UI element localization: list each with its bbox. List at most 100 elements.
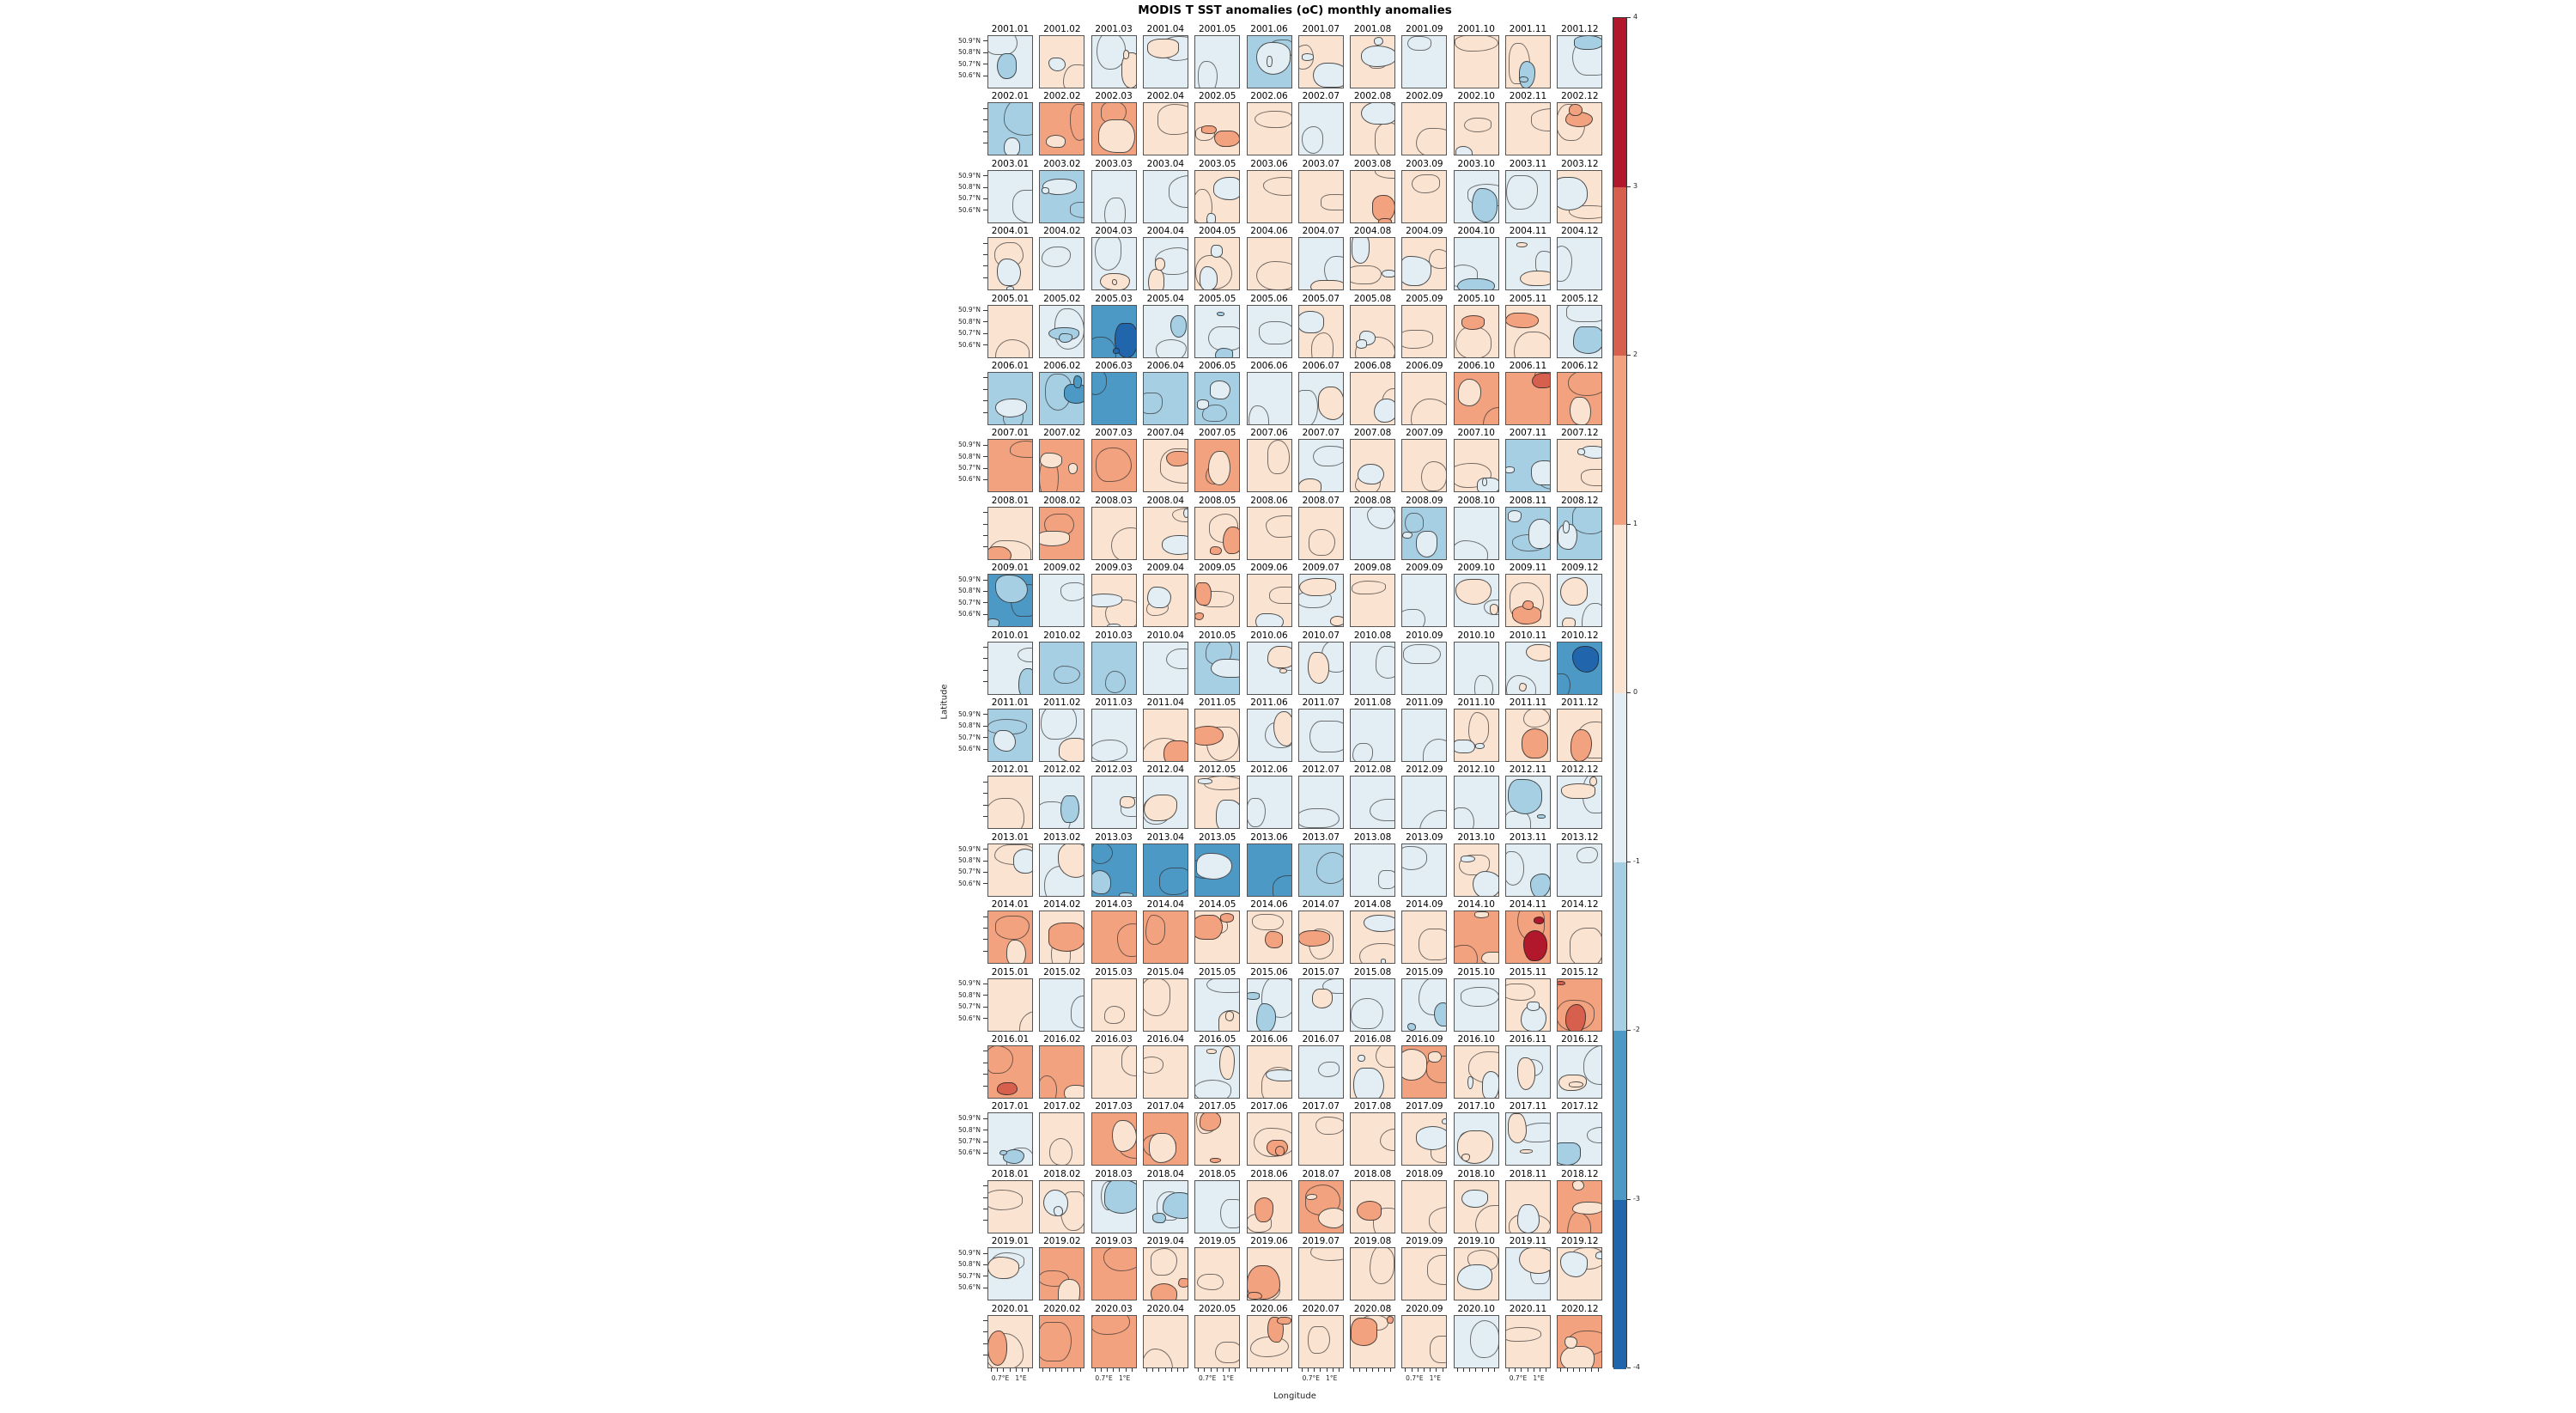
subplot-panel	[1350, 641, 1396, 695]
x-tick-mark	[1566, 1367, 1568, 1372]
contour-line	[1103, 1248, 1136, 1271]
subplot-title: 2020.02	[1043, 1303, 1081, 1314]
contour-fill-region	[1472, 188, 1498, 222]
contour-line	[1375, 122, 1395, 155]
y-tick-label: 50.6°N	[957, 879, 981, 887]
subplot-title: 2003.06	[1250, 158, 1288, 169]
contour-line	[1506, 174, 1539, 210]
subplot-title: 2007.03	[1095, 428, 1133, 439]
y-tick-mark	[983, 198, 987, 199]
contour-fill-region	[1481, 951, 1498, 964]
subplot-panel	[1297, 304, 1344, 358]
contour-fill-region	[1212, 177, 1240, 201]
y-tick-label: 50.7°N	[957, 1137, 981, 1145]
subplot-title: 2017.04	[1146, 1101, 1185, 1112]
contour-line	[1041, 247, 1072, 268]
subplot-panel	[1297, 237, 1344, 291]
subplot-title: 2003.05	[1198, 158, 1236, 169]
subplot-title: 2011.04	[1146, 697, 1185, 708]
y-tick-mark	[983, 478, 987, 480]
contour-fill-region	[1406, 1022, 1417, 1031]
contour-fill-region	[1457, 1264, 1493, 1291]
contour-line	[1117, 923, 1136, 958]
subplot-panel	[987, 641, 1033, 695]
subplot-panel	[1194, 1247, 1241, 1301]
x-tick-mark	[1235, 1367, 1236, 1372]
contour-fill-region	[1170, 314, 1188, 338]
subplot-title: 2017.12	[1561, 1101, 1599, 1112]
contour-line	[1567, 373, 1602, 396]
contour-fill-region	[1054, 1205, 1063, 1217]
contour-line	[1309, 720, 1343, 753]
subplot-panel	[1142, 1179, 1188, 1233]
subplot-title: 2017.10	[1457, 1101, 1495, 1112]
contour-line	[1054, 666, 1080, 684]
subplot-panel	[1401, 1314, 1448, 1368]
subplot-title: 2010.06	[1250, 630, 1288, 641]
contour-line	[1572, 507, 1602, 535]
subplot-title: 2019.06	[1250, 1236, 1288, 1247]
subplot-title: 2020.05	[1198, 1303, 1236, 1314]
subplot-panel	[1505, 506, 1551, 560]
subplot-title: 2001.06	[1250, 24, 1288, 34]
contour-line	[1568, 204, 1602, 219]
x-tick-mark	[1424, 1367, 1425, 1372]
subplot-panel	[987, 978, 1033, 1032]
contour-fill-region	[1312, 988, 1334, 1009]
subplot-panel	[1091, 1179, 1137, 1233]
contour-fill-region	[1374, 37, 1384, 46]
subplot-panel	[1091, 304, 1137, 358]
contour-line	[1428, 248, 1447, 270]
contour-line	[1198, 60, 1218, 88]
subplot-title: 2019.09	[1406, 1236, 1443, 1247]
subplot-panel	[1453, 372, 1499, 425]
contour-line	[1458, 854, 1490, 876]
subplot-panel	[1246, 641, 1292, 695]
contour-line	[1017, 647, 1032, 662]
x-tick-mark	[1003, 1367, 1005, 1372]
contour-fill-region	[1046, 134, 1066, 149]
subplot-panel	[1091, 1314, 1137, 1368]
subplot-title: 2013.11	[1509, 831, 1547, 843]
subplot-panel	[1194, 1045, 1241, 1099]
subplot-title: 2002.04	[1146, 91, 1185, 102]
subplot-title: 2003.08	[1353, 158, 1392, 169]
contour-line	[1307, 1325, 1331, 1355]
subplot-title: 2015.10	[1457, 966, 1495, 978]
x-tick-mark	[1107, 1367, 1108, 1372]
subplot-panel	[1350, 237, 1396, 291]
y-tick-mark	[983, 186, 987, 188]
contour-line	[1195, 1079, 1231, 1098]
subplot-panel	[1401, 1045, 1448, 1099]
contour-fill-region	[999, 1149, 1008, 1156]
y-tick-label: 50.9°N	[957, 1249, 981, 1257]
subplot-title: 2004.06	[1250, 226, 1288, 237]
x-tick-mark	[1509, 1367, 1510, 1372]
subplot-title: 2015.02	[1043, 966, 1081, 978]
contour-fill-region	[1571, 729, 1592, 761]
contour-fill-region	[1351, 1317, 1377, 1347]
colorbar-segment	[1613, 862, 1626, 1032]
contour-fill-region	[1013, 849, 1032, 874]
x-tick-label: 0.7°E	[1095, 1373, 1113, 1382]
colorbar-tick-mark	[1627, 1367, 1631, 1368]
subplot-panel	[1350, 843, 1396, 897]
contour-fill-region	[1433, 1002, 1447, 1027]
x-tick-mark	[1170, 1367, 1172, 1372]
y-tick-mark	[983, 131, 987, 132]
contour-line	[1143, 1349, 1174, 1367]
x-tick-mark	[1261, 1367, 1263, 1372]
subplot-title: 2014.11	[1509, 899, 1547, 911]
subplot-panel	[1142, 237, 1188, 291]
contour-fill-region	[1455, 579, 1492, 605]
contour-fill-region	[1317, 1207, 1343, 1229]
subplot-title: 2012.08	[1353, 764, 1392, 776]
subplot-panel	[1142, 1112, 1188, 1166]
contour-fill-region	[1064, 1084, 1084, 1098]
contour-line	[1111, 527, 1136, 559]
subplot-panel	[1505, 1112, 1551, 1166]
contour-line	[1376, 645, 1395, 679]
subplot-panel	[1505, 709, 1551, 762]
subplot-title: 2018.12	[1561, 1168, 1599, 1179]
y-tick-mark	[983, 927, 987, 929]
